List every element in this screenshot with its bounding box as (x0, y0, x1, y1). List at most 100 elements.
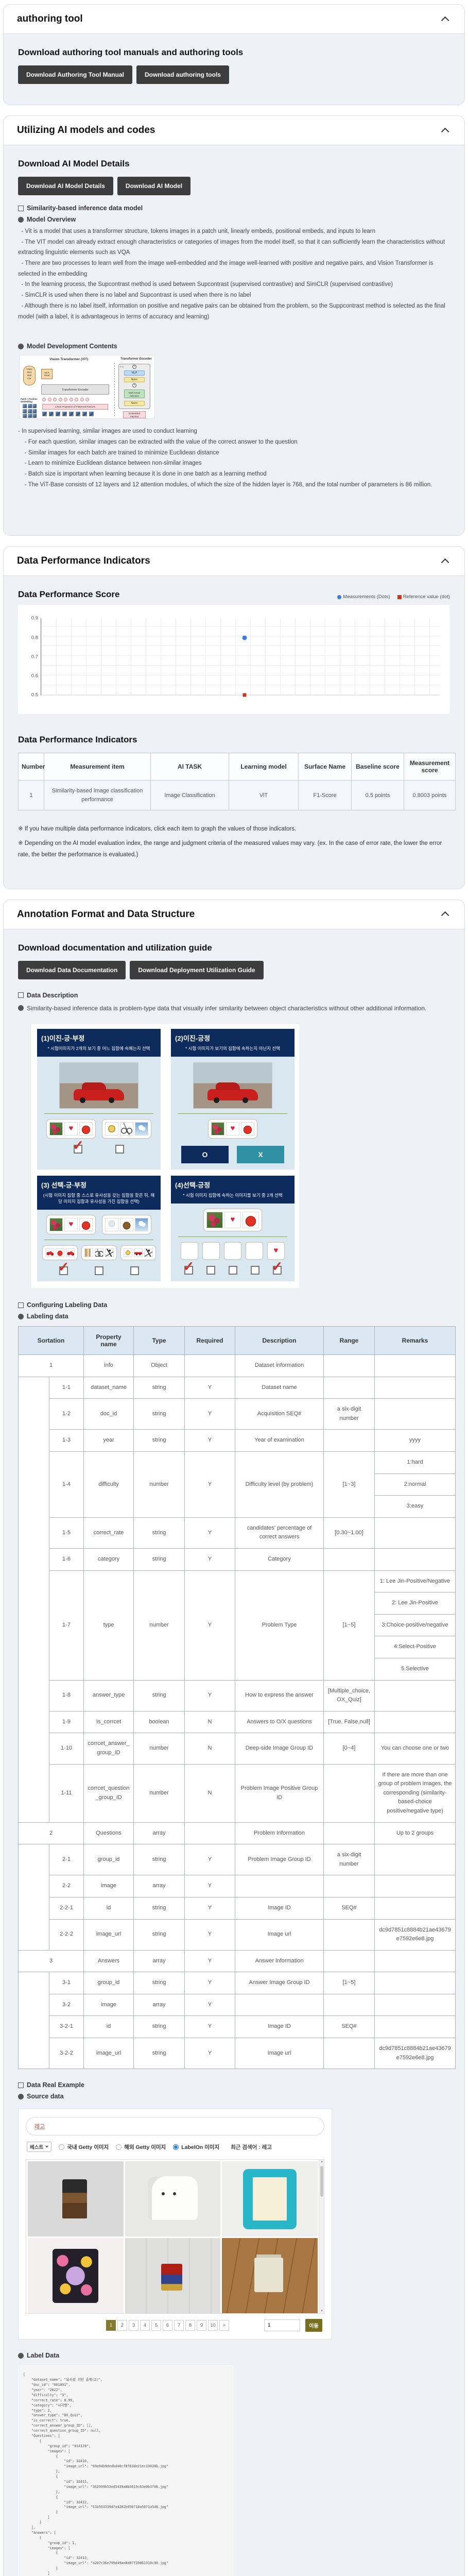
section-body: Download documentation and utilization g… (4, 929, 464, 2576)
table-cell: type (83, 1570, 134, 1681)
table-cell: category (83, 1548, 134, 1571)
answer-checkbox-checked (58, 1259, 69, 1276)
sortation-cell: 1-7 (48, 1570, 84, 1681)
thumb-sky (135, 1122, 148, 1136)
radio-icon (116, 2144, 122, 2150)
table-cell: Y (184, 1570, 236, 1681)
table-row[interactable]: 1 Similarity-based image classification p… (18, 780, 456, 811)
source-data-label: Source data (18, 2093, 450, 2100)
model-overview-text: - Vit is a model that uses a transformer… (18, 226, 450, 322)
accordion-header-authoring-tool[interactable]: authoring tool (4, 5, 464, 34)
answer-checkbox (228, 1266, 237, 1275)
table-cell: string (133, 2038, 185, 2070)
accordion-header-ai-models[interactable]: Utilizing AI models and codes (4, 116, 464, 145)
accordion-header-performance[interactable]: Data Performance Indicators (4, 547, 464, 577)
thumb-apple (79, 1122, 93, 1136)
labeling-data-label: Labeling data (18, 1313, 450, 1320)
table-cell: N (184, 1764, 236, 1823)
table-cell: Problem Image Group ID (235, 1844, 324, 1876)
sortation-cell: 3-2-2 (48, 2038, 84, 2070)
table-cell: image (83, 1993, 134, 2016)
table-cell: Y (184, 1844, 236, 1876)
table-cell: N (184, 1733, 236, 1765)
table-cell: Answer Image Group ID (235, 1972, 324, 1994)
diagram-mlp-head-box: MLP Head (41, 369, 53, 380)
table-cell: [1~5] (323, 1972, 375, 1994)
table-cell: [Multiple_choice, OX_Quiz] (323, 1680, 375, 1711)
thumb-bicycle (120, 1122, 133, 1136)
download-heading: Download authoring tool manuals and auth… (18, 47, 244, 57)
diagram-add-icon: + (132, 365, 136, 369)
answer-checkbox-checked (272, 1259, 283, 1275)
table-cell: year (83, 1429, 134, 1452)
table-cell: Y (184, 1398, 236, 1430)
table-cell: group_id (83, 1844, 134, 1876)
section-ai-models: Utilizing AI models and codes Download A… (3, 115, 465, 536)
labeling-data-table: Sortation Property name Type Required Descri… (18, 1326, 456, 2070)
download-authoring-tool-manual-button[interactable]: Download Authoring Tool Manual (18, 65, 132, 84)
remarks-sub-cell: 4:Select-Positive (375, 1636, 456, 1658)
section-body: Data Performance Score Measurements (Dot… (4, 576, 464, 889)
y-axis-tick: 0.7 (31, 654, 38, 660)
table-row: 2-2 image array Y (19, 1875, 456, 1897)
answer-checkbox-checked (73, 1138, 84, 1154)
table-cell: Difficulty level (by problem) (235, 1451, 324, 1518)
table-column-header: Required (184, 1326, 236, 1355)
table-column-header: Sortation (18, 1326, 84, 1355)
remarks-cell (374, 1354, 456, 1377)
table-cell (184, 1354, 236, 1377)
table-cell (323, 1993, 375, 2016)
table-cell: number (133, 1764, 185, 1823)
page-button: 7 (174, 2320, 184, 2331)
table-cell (323, 1875, 375, 1897)
remarks-sub-cell: 1: Lee Jin-Positive/Negative (379, 1578, 450, 1584)
accordion-header-annotation[interactable]: Annotation Format and Data Structure (4, 900, 464, 929)
table-cell: a six-digit number (323, 1844, 375, 1876)
table-row: 1-9 Is_corrcet boolean N Answers to O/X ques… (19, 1710, 456, 1734)
dev-line: - In supervised learning, similar images… (18, 428, 197, 435)
download-ai-model-details-button[interactable]: Download AI Model Details (18, 177, 113, 195)
table-row: 2 Questions array Problem Information Up to … (18, 1822, 456, 1845)
sortation-cell: 2-2 (48, 1875, 84, 1897)
table-cell: SEQ# (323, 1896, 375, 1920)
download-ai-model-button[interactable]: Download AI Model (117, 177, 191, 195)
table-cell: Is_corrcet (83, 1710, 134, 1734)
table-column-header: Range (323, 1326, 375, 1355)
o-button: O (181, 1146, 229, 1164)
page-button: 2 (117, 2320, 127, 2331)
table-cell: boolean (133, 1710, 185, 1734)
table-cell: Category (235, 1548, 324, 1571)
option-card-3 (120, 1245, 156, 1261)
download-authoring-tools-button[interactable]: Download authoring tools (136, 65, 229, 84)
download-deployment-utilization-guide-button[interactable]: Download Deployment Utilization Guide (130, 960, 264, 979)
indicators-table-heading: Data Performance Indicators (18, 735, 137, 745)
chevron-up-icon (441, 558, 449, 567)
download-data-documentation-button[interactable]: Download Data Documentation (18, 960, 126, 979)
bullet-icon (18, 1313, 24, 1319)
table-row: 2-1 group_id string Y Problem Image Group ID… (18, 1844, 456, 1951)
legend-item: Reference value (dot) (397, 594, 450, 600)
table-cell: ViT (229, 780, 299, 811)
remarks-cell: If there are more than one group of prob… (374, 1764, 456, 1823)
table-row: 1-8 answer_type string Y How to express the … (19, 1680, 456, 1711)
model-overview-label: Model Overview (18, 216, 450, 223)
bullet-icon (18, 216, 24, 223)
scrollbar: ▲ ▼ (319, 2160, 324, 2314)
table-cell: 1 (18, 780, 44, 811)
label-data-code: [ "dataset_name": "유사성 기반 출제(2)", "doc_i… (18, 2365, 233, 2576)
model-dev-text: - In supervised learning, similar images… (18, 426, 450, 490)
test-card (203, 1209, 262, 1232)
divider (178, 1113, 287, 1114)
thumb-baseball-player (202, 1242, 220, 1260)
divider (44, 1113, 153, 1114)
table-cell: corrcet_question_group_ID (83, 1764, 134, 1823)
radio-selected-icon (173, 2144, 179, 2150)
answer-checkbox (130, 1266, 139, 1276)
table-cell: string (133, 1398, 185, 1430)
panel-title: (3) 선택-긍·부정 (41, 1181, 86, 1190)
sortation-cell: 1-11 (48, 1764, 84, 1823)
sortation-cell: 2-2-2 (48, 1919, 84, 1951)
remarks-cell (374, 1972, 456, 1994)
